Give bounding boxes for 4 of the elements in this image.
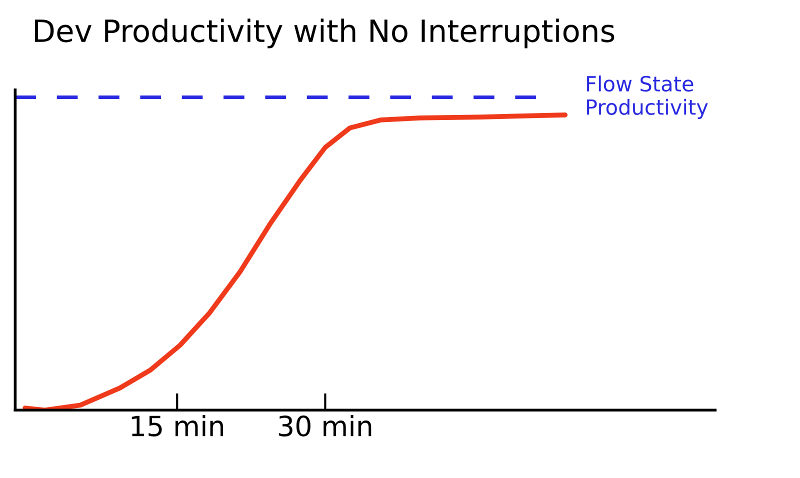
chart-title: Dev Productivity with No Interruptions: [35, 18, 614, 48]
ref-line-label: Flow State Productivity: [587, 75, 708, 119]
x-tick-label: 30 min: [279, 414, 372, 436]
x-tick-label: 15 min: [132, 414, 224, 436]
